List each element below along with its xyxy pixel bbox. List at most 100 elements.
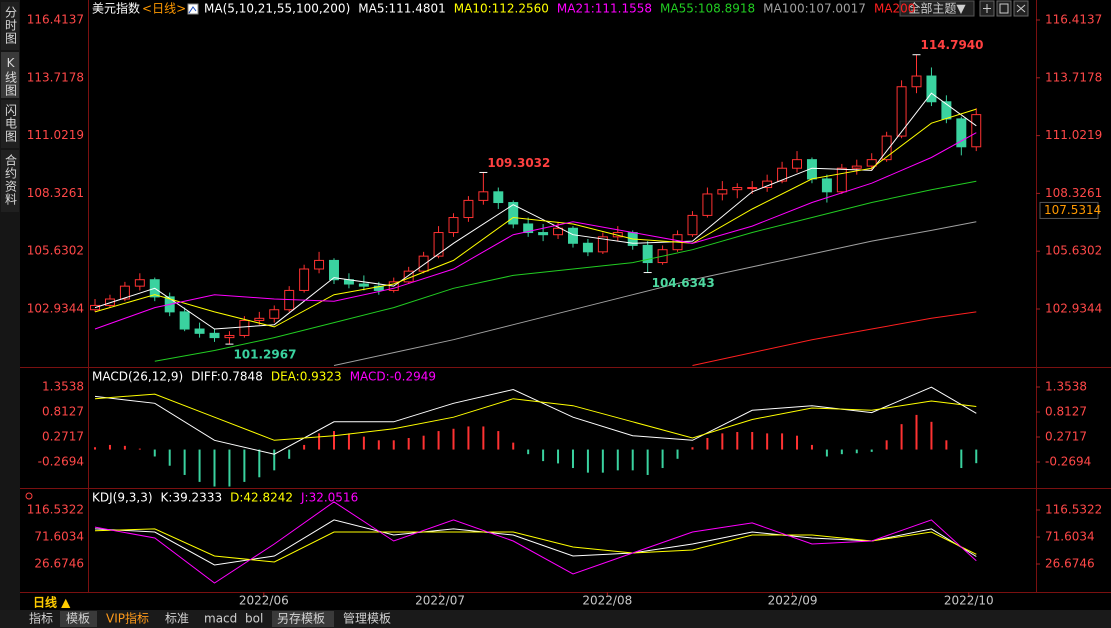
y-tick-label-right: 111.0219 [1045, 128, 1102, 142]
line-series [94, 519, 977, 566]
legend-entry: MA21:111.1558 [557, 2, 652, 16]
panel-title: MACD(26,12,9) [92, 370, 183, 384]
candle-body [224, 334, 235, 339]
y-tick-label-right: 113.7178 [1045, 70, 1102, 84]
candle-body [493, 191, 504, 204]
y-tick-label-right: 105.6302 [1045, 244, 1102, 258]
candle-body [373, 285, 384, 291]
candle-body [792, 159, 803, 169]
legend-entry: MA5:111.4801 [358, 2, 446, 16]
y-tick-label: 116.4137 [27, 13, 84, 27]
panel-icon[interactable] [25, 492, 33, 500]
sidebar-tab[interactable] [1, 100, 19, 148]
legend-entry: MA100:107.0017 [763, 2, 866, 16]
sidebar-tab[interactable] [1, 2, 19, 50]
panel-title: 美元指数 [92, 1, 140, 16]
settings-icon[interactable] [187, 3, 199, 15]
legend-entry: K:39.2333 [161, 491, 223, 505]
candle-body [553, 227, 564, 236]
line-series [154, 180, 977, 362]
legend-entry: MA10:112.2560 [454, 2, 549, 16]
bottom-tab[interactable]: macd [204, 612, 237, 626]
candle-body [971, 114, 982, 148]
y-tick-label: 0.8127 [42, 404, 84, 418]
y-tick-label-right: 26.6746 [1045, 556, 1095, 570]
line-series [333, 221, 977, 366]
bottom-tab[interactable]: 管理模板 [343, 611, 391, 626]
candle-body [732, 187, 743, 191]
bottom-tab[interactable]: VIP指标 [106, 611, 149, 626]
theme-button[interactable] [899, 0, 975, 17]
candle-body [134, 279, 145, 287]
annotation: 109.3032 [487, 156, 550, 170]
last-price-box [1039, 201, 1099, 219]
sidebar-tab-active[interactable] [1, 52, 19, 98]
candle-body [478, 191, 489, 201]
candle-body [538, 232, 549, 236]
candle-body [836, 167, 847, 193]
x-tick-label: 2022/07 [415, 594, 465, 608]
candle-body [433, 232, 444, 257]
candle-body [567, 227, 578, 244]
sidebar-tab[interactable] [1, 150, 19, 212]
y-tick-label-right: 71.6034 [1045, 529, 1095, 543]
tab-active[interactable] [60, 611, 97, 627]
candle-body [612, 232, 623, 238]
candle-body [209, 332, 220, 339]
tab-active[interactable] [272, 611, 334, 627]
candle-body [104, 298, 115, 306]
x-tick-label: 2022/06 [239, 594, 289, 608]
line-series [94, 92, 977, 330]
icon-glyph [1016, 4, 1026, 13]
sidebar-label: 闪电图 [4, 104, 18, 143]
candle-body [777, 167, 788, 182]
bottom-tab[interactable]: 模板 [66, 612, 90, 626]
y-tick-label: -0.2694 [38, 454, 84, 468]
bottom-tab[interactable]: 标准 [165, 612, 189, 626]
line-series [94, 393, 977, 441]
y-tick-label: 1.3538 [42, 379, 84, 393]
y-tick-label-right: 116.4137 [1045, 13, 1102, 27]
y-tick-label: 102.9344 [27, 301, 84, 315]
x-tick-label: 2022/09 [768, 594, 818, 608]
candle-body [448, 217, 459, 234]
annotation: 101.2967 [233, 348, 296, 362]
y-tick-label: 111.0219 [27, 128, 84, 142]
bottom-tab[interactable]: bol [245, 612, 263, 626]
candle-body [642, 244, 653, 264]
candle-body [254, 317, 265, 321]
candle-body [358, 283, 369, 287]
sidebar-label: K线图 [4, 56, 18, 97]
line-series [94, 108, 977, 328]
indicator-label: MA(5,10,21,55,100,200) [204, 2, 350, 16]
candle-body [896, 86, 907, 137]
panel-title: KDJ(9,3,3) [92, 491, 153, 505]
candle-body [851, 165, 862, 169]
candle-body [179, 311, 190, 330]
y-tick-label: 105.6302 [27, 244, 84, 258]
candle-body [329, 259, 339, 281]
candle-body [717, 189, 728, 195]
candle-body [956, 118, 967, 148]
x-tick-label: 2022/08 [582, 594, 632, 608]
candle-body [597, 236, 608, 253]
candle-body [926, 75, 937, 103]
y-tick-label: 116.5322 [27, 502, 84, 516]
candle-body [269, 309, 280, 319]
toolbar-icon[interactable] [996, 0, 1012, 17]
candle-body [314, 259, 325, 270]
y-tick-label-right: -0.2694 [1045, 454, 1091, 468]
annotation: 104.6343 [652, 276, 715, 290]
candle-body [582, 242, 593, 253]
candle-body [523, 223, 534, 234]
candle-body [299, 268, 310, 291]
candle-body [508, 202, 519, 225]
period-button[interactable]: 日线 ▲ [33, 595, 71, 610]
candle-body [702, 193, 713, 216]
bottom-tab[interactable]: 另存模板 [277, 612, 325, 626]
line-series [94, 528, 977, 563]
y-tick-label-right: 0.8127 [1045, 404, 1087, 418]
legend-entry: DIFF:0.7848 [191, 370, 263, 384]
candle-body [194, 328, 205, 334]
bottom-tab[interactable]: 指标 [29, 611, 53, 626]
